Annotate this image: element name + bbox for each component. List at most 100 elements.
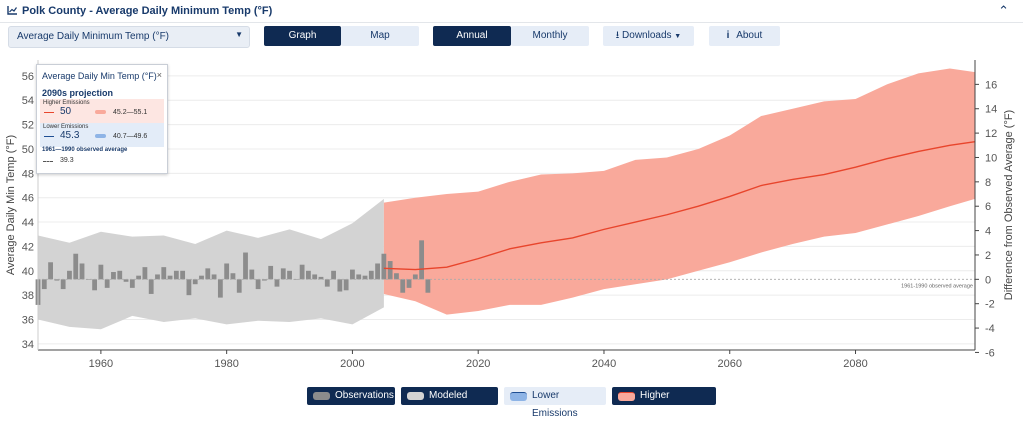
observation-bar — [85, 279, 91, 280]
observed-caption: 1961—1990 observed average — [42, 147, 128, 153]
legend-higher-emissions[interactable]: Higher Emissions — [612, 387, 716, 419]
downloads-button[interactable]: ⭳ Downloads ▼ — [603, 26, 694, 46]
y-tick-label: 40 — [22, 266, 34, 278]
y2-tick-label: 10 — [985, 152, 997, 164]
observation-bar — [224, 263, 230, 280]
observation-bar — [148, 279, 154, 294]
line-chart-icon — [7, 6, 17, 15]
lower-band-swatch — [95, 134, 106, 138]
legend-observations-label: Observations — [335, 390, 394, 401]
observation-bar — [387, 261, 393, 280]
y-tick-label: 44 — [22, 217, 34, 229]
chart-tooltip: Average Daily Min Temp (°F) × 2090s proj… — [36, 64, 168, 174]
observation-bar — [180, 270, 186, 280]
x-tick-label: 1960 — [89, 358, 113, 370]
observation-bar — [211, 274, 217, 280]
y-tick-label: 36 — [22, 315, 34, 327]
observation-bar — [287, 270, 292, 280]
higher-line-swatch — [44, 112, 54, 113]
lower-value: 45.3 — [60, 130, 80, 141]
y-tick-label: 56 — [22, 71, 34, 83]
observation-bar — [306, 270, 311, 280]
observation-bar — [343, 279, 349, 291]
lower-caption: Lower Emissions — [43, 124, 89, 130]
observation-bar — [255, 279, 261, 290]
y2-tick-label: -4 — [985, 323, 995, 335]
observation-bar — [142, 267, 148, 280]
chart: 1961-1990 observed average34363840424446… — [5, 60, 1015, 370]
observation-bar — [79, 263, 85, 280]
baseline-label: 1961-1990 observed average — [901, 283, 973, 289]
about-button[interactable]: i About — [709, 26, 780, 46]
y-tick-label: 54 — [22, 95, 34, 107]
x-tick-label: 2040 — [592, 358, 616, 370]
y2-tick-label: 12 — [985, 128, 997, 140]
panel-header: Polk County - Average Daily Minimum Temp… — [0, 0, 1023, 23]
observed-value: 39.3 — [60, 157, 74, 164]
chevron-up-icon[interactable]: ⌃ — [998, 3, 1009, 18]
observed-line-swatch — [43, 161, 53, 162]
higher-value: 50 — [60, 106, 72, 117]
map-button[interactable]: Map — [341, 26, 419, 46]
observation-bar — [123, 279, 129, 282]
higher-caption: Higher Emissions — [43, 100, 90, 106]
annual-button[interactable]: Annual — [433, 26, 511, 46]
modeled-history-swatch — [407, 392, 424, 400]
y-tick-label: 42 — [22, 241, 34, 253]
observation-bar — [205, 268, 211, 280]
observation-bar — [299, 264, 305, 280]
monthly-button[interactable]: Monthly — [511, 26, 589, 46]
observation-bar — [73, 253, 79, 280]
x-tick-label: 2080 — [843, 358, 867, 370]
lower-range: 40.7—49.6 — [113, 133, 148, 140]
observation-bar — [400, 279, 406, 293]
modeled-history-band — [38, 198, 384, 330]
observation-bar — [356, 274, 362, 280]
about-label: About — [736, 30, 763, 41]
legend-modeled-history-label: Modeled History — [429, 390, 468, 419]
legend-lower-emissions[interactable]: Lower Emissions — [504, 387, 606, 419]
higher-range: 45.2—55.1 — [113, 109, 148, 116]
lower-emissions-swatch — [510, 392, 527, 401]
observation-bar — [186, 279, 192, 296]
observation-bar — [98, 264, 104, 280]
higher-band-swatch — [95, 110, 106, 114]
observation-bar — [412, 274, 418, 280]
observation-bar — [280, 268, 286, 280]
variable-select[interactable]: Average Daily Minimum Temp (°F) ▼ — [8, 26, 250, 48]
observation-bar — [41, 279, 47, 290]
observation-bar — [173, 270, 179, 280]
legend-lower-emissions-label: Lower Emissions — [532, 390, 578, 419]
x-tick-label: 2000 — [340, 358, 364, 370]
observation-bar — [155, 274, 160, 280]
legend-modeled-history[interactable]: Modeled History — [401, 387, 498, 419]
observation-bar — [54, 279, 60, 281]
observation-bar — [230, 273, 236, 280]
y-tick-label: 52 — [22, 120, 34, 132]
close-icon[interactable]: × — [156, 70, 162, 80]
observation-bar — [425, 279, 431, 293]
legend-observations[interactable]: Observations — [307, 387, 395, 405]
y2-tick-label: 14 — [985, 104, 997, 116]
x-tick-label: 2020 — [466, 358, 490, 370]
higher-emissions-band — [383, 68, 975, 315]
observation-bar — [249, 269, 255, 280]
graph-button[interactable]: Graph — [264, 26, 341, 46]
y2-tick-label: 6 — [985, 201, 991, 213]
observation-bar — [406, 279, 412, 288]
observations-swatch — [313, 392, 330, 400]
y2-tick-label: 4 — [985, 226, 991, 238]
higher-emissions-line — [383, 140, 976, 271]
page-title: Polk County - Average Daily Minimum Temp… — [22, 5, 273, 17]
observation-bar — [48, 262, 53, 280]
lower-line-swatch — [44, 136, 54, 137]
observation-bar — [324, 279, 330, 287]
observation-bar — [368, 270, 374, 280]
observation-bar — [274, 279, 280, 287]
y-tick-label: 50 — [22, 144, 34, 156]
observation-bar — [199, 275, 204, 280]
observation-bar — [318, 276, 324, 280]
observation-bar — [419, 240, 425, 280]
observation-bar — [161, 267, 167, 280]
observation-bar — [117, 270, 123, 280]
